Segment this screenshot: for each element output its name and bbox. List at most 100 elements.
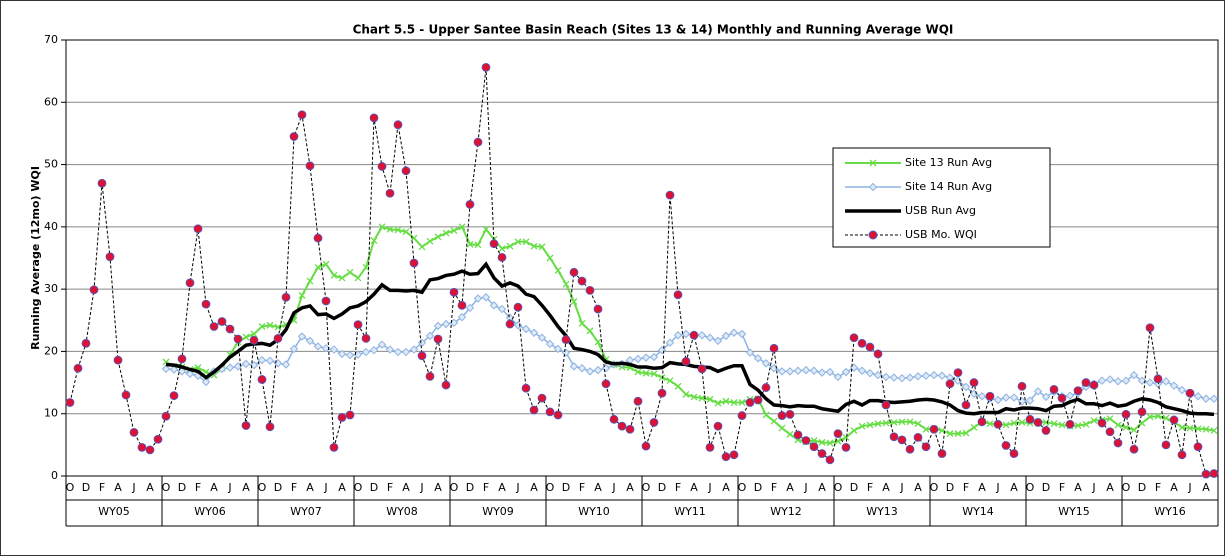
- point: [450, 227, 458, 235]
- point: [1201, 394, 1211, 403]
- point: [1033, 387, 1043, 396]
- point-shape: [586, 327, 594, 335]
- point: [873, 349, 883, 359]
- point-shape: [506, 242, 514, 250]
- point: [641, 353, 651, 362]
- point: [1097, 418, 1107, 428]
- point: [729, 328, 739, 337]
- series-line: [165, 261, 1215, 417]
- point-shape: [762, 411, 770, 419]
- point: [306, 277, 314, 285]
- point: [185, 278, 195, 288]
- x-tick-label: A: [146, 481, 154, 494]
- point: [1001, 393, 1011, 402]
- point: [545, 339, 555, 349]
- point: [233, 334, 243, 344]
- point-shape: [714, 399, 722, 407]
- point: [433, 321, 443, 331]
- point: [281, 360, 291, 369]
- point: [505, 319, 515, 329]
- point-shape: [1090, 417, 1098, 425]
- point-shape: [738, 399, 746, 406]
- x-tick-label: A: [114, 481, 122, 494]
- point: [810, 437, 818, 444]
- point: [874, 420, 882, 428]
- point-shape: [882, 419, 890, 427]
- point: [393, 120, 403, 130]
- x-tick-label: J: [131, 481, 135, 494]
- point: [514, 238, 522, 246]
- point: [649, 418, 659, 427]
- x-tick-label: D: [850, 481, 858, 494]
- point: [778, 424, 786, 432]
- point-shape: [402, 228, 410, 236]
- point: [929, 370, 939, 380]
- point-shape: [578, 319, 586, 327]
- point: [1153, 379, 1163, 389]
- point: [793, 366, 803, 375]
- point-shape: [418, 243, 426, 251]
- point: [209, 322, 219, 331]
- x-tick-label: F: [579, 481, 585, 494]
- point: [121, 390, 131, 400]
- x-tick-label: D: [946, 481, 954, 494]
- point: [801, 365, 811, 375]
- x-tick-label: A: [498, 481, 506, 494]
- point: [361, 347, 371, 357]
- point-shape: [1186, 424, 1194, 432]
- point-shape: [1122, 423, 1130, 431]
- point-shape: [898, 418, 906, 426]
- point: [825, 455, 835, 465]
- point-shape: [1018, 418, 1026, 426]
- point: [1033, 418, 1043, 427]
- point: [681, 329, 691, 339]
- point-shape: [482, 225, 490, 233]
- point-shape: [770, 417, 778, 425]
- point: [721, 331, 731, 341]
- point-shape: [1154, 412, 1162, 420]
- x-tick-label: O: [1122, 481, 1131, 494]
- point: [338, 274, 346, 282]
- point: [873, 370, 883, 380]
- y-axis-label: Running Average (12mo) WQI: [29, 166, 42, 350]
- point: [265, 356, 275, 365]
- point: [929, 424, 939, 434]
- point-shape: [962, 429, 970, 437]
- point: [458, 223, 466, 231]
- x-tick-label: A: [1010, 481, 1018, 494]
- point-shape: [426, 237, 434, 245]
- point: [361, 333, 371, 343]
- point-shape: [914, 420, 922, 428]
- point: [305, 161, 315, 171]
- x-tick-label: O: [450, 481, 459, 494]
- x-tick-label: O: [1026, 481, 1035, 494]
- point: [1065, 391, 1075, 400]
- point: [642, 369, 650, 377]
- point: [401, 347, 411, 357]
- point: [1105, 375, 1115, 384]
- point-shape: [1202, 425, 1210, 433]
- x-tick-label: F: [195, 481, 201, 494]
- point-shape: [634, 368, 642, 376]
- x-tick-label: A: [1074, 481, 1082, 494]
- x-tick-label: J: [899, 481, 903, 494]
- point: [1050, 420, 1058, 428]
- point: [538, 243, 546, 251]
- point-shape: [434, 233, 442, 241]
- point: [777, 411, 787, 420]
- point: [1105, 427, 1115, 437]
- point-shape: [306, 277, 314, 285]
- point-shape: [458, 223, 466, 231]
- point: [289, 132, 299, 141]
- point: [866, 421, 874, 429]
- point-shape: [706, 395, 714, 403]
- point: [274, 323, 282, 331]
- point: [890, 418, 898, 426]
- point: [513, 321, 523, 330]
- point: [889, 373, 899, 382]
- point: [249, 335, 259, 345]
- point: [1185, 388, 1195, 398]
- point: [441, 380, 451, 390]
- point-shape: [498, 245, 506, 253]
